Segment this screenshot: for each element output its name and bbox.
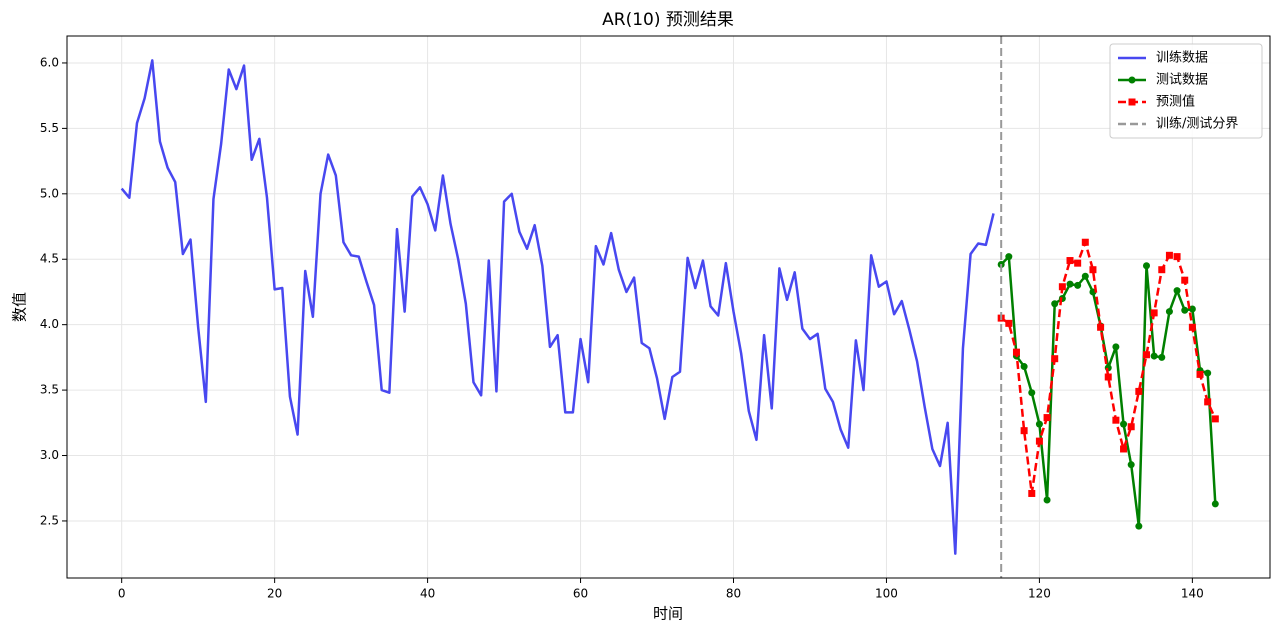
point <box>1204 369 1212 377</box>
y-tick-label: 5.0 <box>40 186 59 200</box>
chart-title: AR(10) 预测结果 <box>602 10 734 30</box>
point <box>1135 522 1143 530</box>
point <box>1112 343 1120 351</box>
point <box>1181 276 1189 284</box>
point <box>1012 348 1020 356</box>
x-tick-label: 100 <box>875 587 898 601</box>
point <box>1150 352 1158 360</box>
y-tick-label: 6.0 <box>40 55 59 69</box>
legend-label: 预测值 <box>1156 94 1195 110</box>
point <box>1035 420 1043 428</box>
point <box>1066 280 1074 288</box>
point <box>1051 300 1059 308</box>
point <box>1181 306 1189 314</box>
x-tick-label: 0 <box>118 587 126 601</box>
point <box>1081 272 1089 280</box>
point <box>1089 266 1097 274</box>
point <box>1043 496 1051 504</box>
point <box>1127 461 1135 469</box>
point <box>1158 353 1166 361</box>
point <box>1035 437 1043 445</box>
point <box>1196 370 1204 378</box>
point <box>1120 420 1128 428</box>
point <box>1005 319 1013 327</box>
legend-marker <box>1128 98 1136 106</box>
point <box>1051 355 1059 363</box>
point <box>1074 259 1082 267</box>
point <box>1165 308 1173 316</box>
point <box>1081 238 1089 246</box>
point <box>1043 414 1051 422</box>
x-axis-label: 时间 <box>653 605 683 623</box>
point <box>1173 253 1181 261</box>
point <box>1211 500 1219 508</box>
y-tick-label: 4.0 <box>40 317 59 331</box>
series-line <box>1000 240 1217 495</box>
point <box>1020 363 1028 371</box>
point <box>1135 387 1143 395</box>
legend-marker <box>1128 76 1136 84</box>
legend-label: 测试数据 <box>1156 73 1208 88</box>
point <box>1097 323 1105 331</box>
point <box>1020 427 1028 435</box>
y-tick-label: 4.5 <box>40 252 59 266</box>
point <box>1074 281 1082 289</box>
point <box>1188 305 1196 313</box>
plot-frame <box>66 35 1271 579</box>
point <box>1165 251 1173 259</box>
legend-label: 训练/测试分界 <box>1156 117 1238 132</box>
legend-box <box>1109 43 1263 139</box>
x-tick-label: 60 <box>573 587 588 601</box>
x-tick-label: 140 <box>1181 587 1204 601</box>
point <box>1112 416 1120 424</box>
point <box>1028 489 1036 497</box>
point <box>1058 283 1066 291</box>
x-tick-label: 40 <box>420 587 435 601</box>
point <box>1142 262 1150 270</box>
point <box>1173 287 1181 295</box>
point <box>1204 398 1212 406</box>
y-tick-label: 2.5 <box>40 513 59 527</box>
point <box>1066 257 1074 265</box>
point <box>1104 373 1112 381</box>
point <box>1127 423 1135 431</box>
point <box>1188 323 1196 331</box>
series-line <box>120 59 995 555</box>
x-tick-label: 80 <box>726 587 741 601</box>
point <box>1211 415 1219 423</box>
point <box>1150 309 1158 317</box>
point <box>1005 253 1013 261</box>
point <box>1142 351 1150 359</box>
y-tick-label: 3.5 <box>40 383 59 397</box>
legend-label: 训练数据 <box>1156 51 1208 66</box>
y-tick-label: 5.5 <box>40 121 59 135</box>
x-tick-label: 120 <box>1028 587 1051 601</box>
y-tick-label: 3.0 <box>40 448 59 462</box>
x-tick-label: 20 <box>267 587 282 601</box>
y-axis-label: 数值 <box>11 292 29 322</box>
point <box>1158 266 1166 274</box>
point <box>1028 389 1036 397</box>
point <box>1120 445 1128 453</box>
